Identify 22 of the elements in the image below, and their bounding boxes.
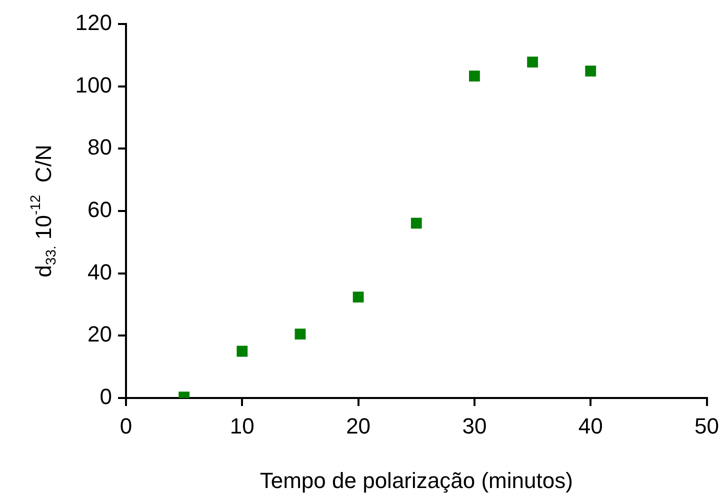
x-tick-label: 10 bbox=[230, 413, 254, 438]
point bbox=[585, 66, 596, 77]
point bbox=[469, 70, 480, 82]
y-tick-label: 100 bbox=[75, 72, 112, 98]
point bbox=[410, 218, 422, 229]
x-tick-label: 0 bbox=[120, 413, 132, 438]
y-tick-label: 120 bbox=[75, 10, 112, 36]
x-tick-label: 40 bbox=[578, 413, 603, 438]
x-tick-label: 30 bbox=[462, 413, 487, 438]
y-tick-label: 60 bbox=[88, 197, 112, 222]
y-tick-label: 40 bbox=[88, 259, 112, 284]
point bbox=[236, 346, 248, 357]
y-axis-title: d33. 10-12 C/N bbox=[27, 144, 58, 278]
y-tick-label: 20 bbox=[88, 322, 112, 347]
y-tick-label: 0 bbox=[100, 384, 112, 410]
x-tick-label: 50 bbox=[694, 413, 720, 438]
point bbox=[294, 328, 306, 340]
point bbox=[352, 292, 364, 302]
y-tick-label: 80 bbox=[88, 134, 112, 160]
x-axis-title: Tempo de polarização (minutos) bbox=[260, 468, 573, 494]
point bbox=[527, 56, 538, 68]
x-tick-label: 20 bbox=[346, 413, 371, 438]
